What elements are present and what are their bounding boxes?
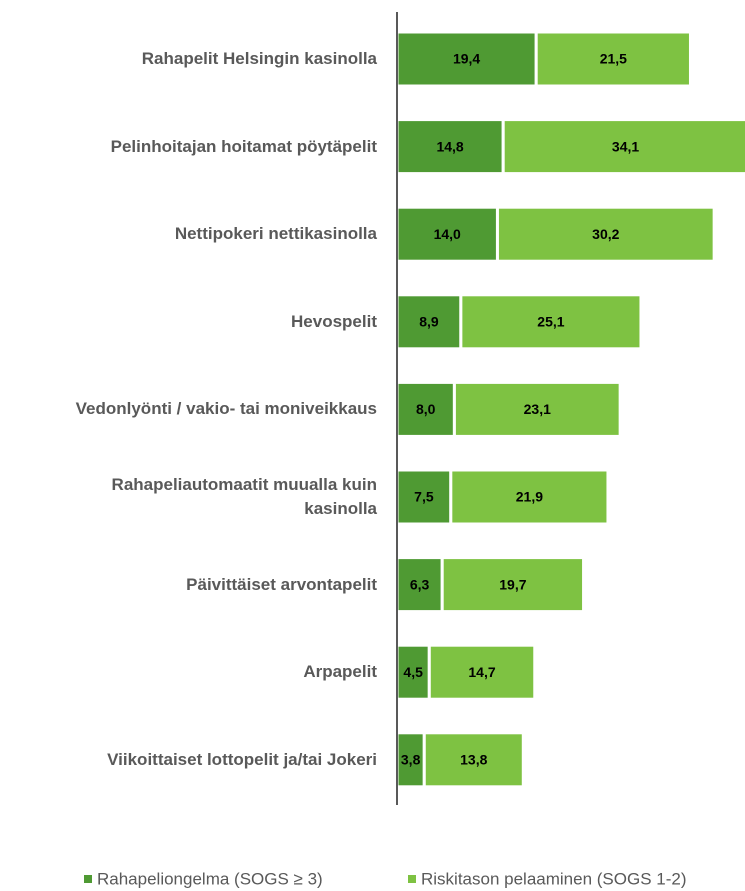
bar-segment [452,380,622,438]
category-label: Pelinhoitajan hoitamat pöytäpelit [110,136,377,156]
data-label: 13,8 [460,752,487,768]
data-label: 8,0 [416,401,436,417]
category-label: Rahapelit Helsingin kasinolla [141,49,377,68]
data-label: 19,7 [499,576,526,592]
legend-label: Rahapeliongelma (SOGS ≥ 3) [97,869,323,888]
bar-segment [427,643,537,701]
data-label: 21,5 [600,51,627,67]
data-label: 21,9 [516,489,543,505]
category-label: Viikoittaiset lottopelit ja/tai Jokeri [107,749,377,769]
bar-segment [422,731,525,789]
legend-marker [408,875,416,883]
bar-segment [534,30,692,88]
legend-label: Riskitason pelaaminen (SOGS 1-2) [421,869,687,888]
data-label: 25,1 [537,314,564,330]
data-label: 14,7 [468,664,495,680]
category-label: Päivittäiset arvontapelit [186,574,377,594]
category-label: Rahapeliautomaatit muualla kuin kasinoll… [111,475,377,518]
data-label: 34,1 [612,138,639,154]
category-label: Nettipokeri nettikasinolla [174,224,377,244]
data-label: 30,2 [592,226,619,242]
category-label: Arpapelit [303,662,377,682]
data-label: 14,8 [436,138,463,154]
bar-segment [440,556,586,614]
data-label: 4,5 [403,664,423,680]
data-label: 23,1 [524,401,551,417]
category-label: Hevospelit [291,311,377,331]
bar-segment [459,293,643,351]
bar-segment [395,380,456,438]
bar-segment [395,643,431,701]
data-label: 6,3 [410,576,430,592]
category-label: Vedonlyönti / vakio- tai moniveikkaus [75,399,377,419]
bar-segment [449,468,610,526]
data-label: 8,9 [419,314,439,330]
bar-segment [395,556,444,614]
data-label: 7,5 [414,489,434,505]
data-label: 14,0 [434,226,461,242]
data-label: 19,4 [453,51,480,67]
bar-segment [501,118,745,176]
data-label: 3,8 [401,752,421,768]
bar-segment [395,118,505,176]
legend-marker [84,875,92,883]
bar-segment [395,205,499,263]
bar-segment [495,205,716,263]
